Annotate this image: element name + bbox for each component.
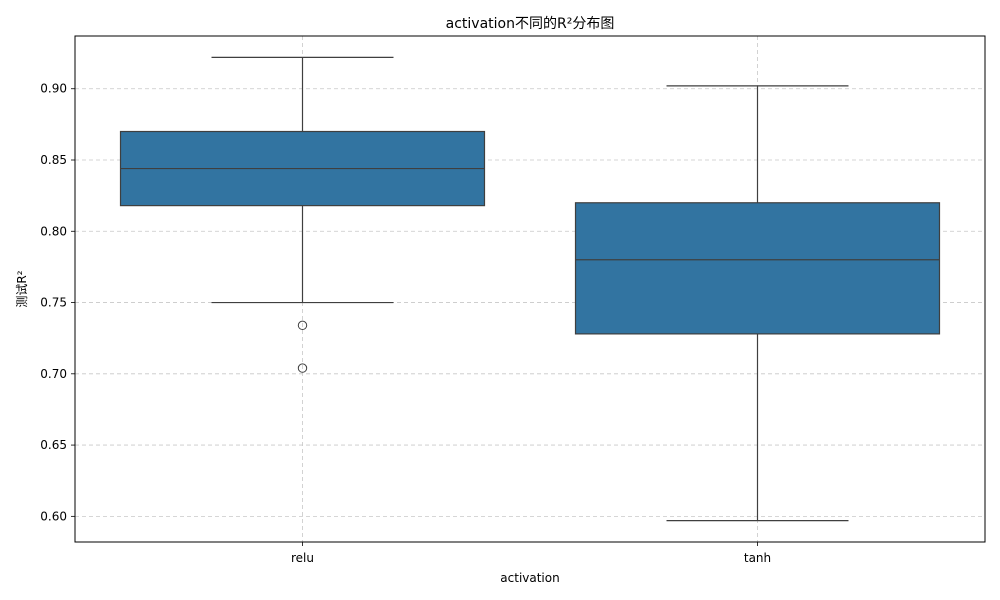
x-axis-label: activation — [500, 571, 559, 585]
iqr-box — [574, 202, 941, 335]
outlier-point — [297, 320, 308, 331]
y-tick-label: 0.90 — [40, 82, 67, 96]
box-tanh — [574, 85, 941, 522]
y-axis-ticks: 0.60 0.65 0.70 0.75 0.80 0.85 0.90 — [40, 82, 75, 523]
y-tick-label: 0.70 — [40, 367, 67, 381]
outlier-point — [297, 363, 308, 373]
y-tick-label: 0.60 — [40, 509, 67, 523]
y-axis-label: 测试R² — [14, 270, 29, 307]
x-tick-label: relu — [291, 551, 314, 565]
y-tick-label: 0.80 — [40, 224, 67, 238]
y-tick-label: 0.85 — [40, 153, 67, 167]
plot-frame — [74, 35, 986, 543]
box-relu — [119, 56, 486, 373]
box-series — [119, 56, 941, 522]
y-tick-label: 0.75 — [40, 296, 67, 310]
x-axis-ticks: relu tanh — [291, 542, 771, 565]
y-tick-label: 0.65 — [40, 438, 67, 452]
chart-title: activation不同的R²分布图 — [446, 16, 615, 32]
x-tick-label: tanh — [744, 551, 771, 565]
